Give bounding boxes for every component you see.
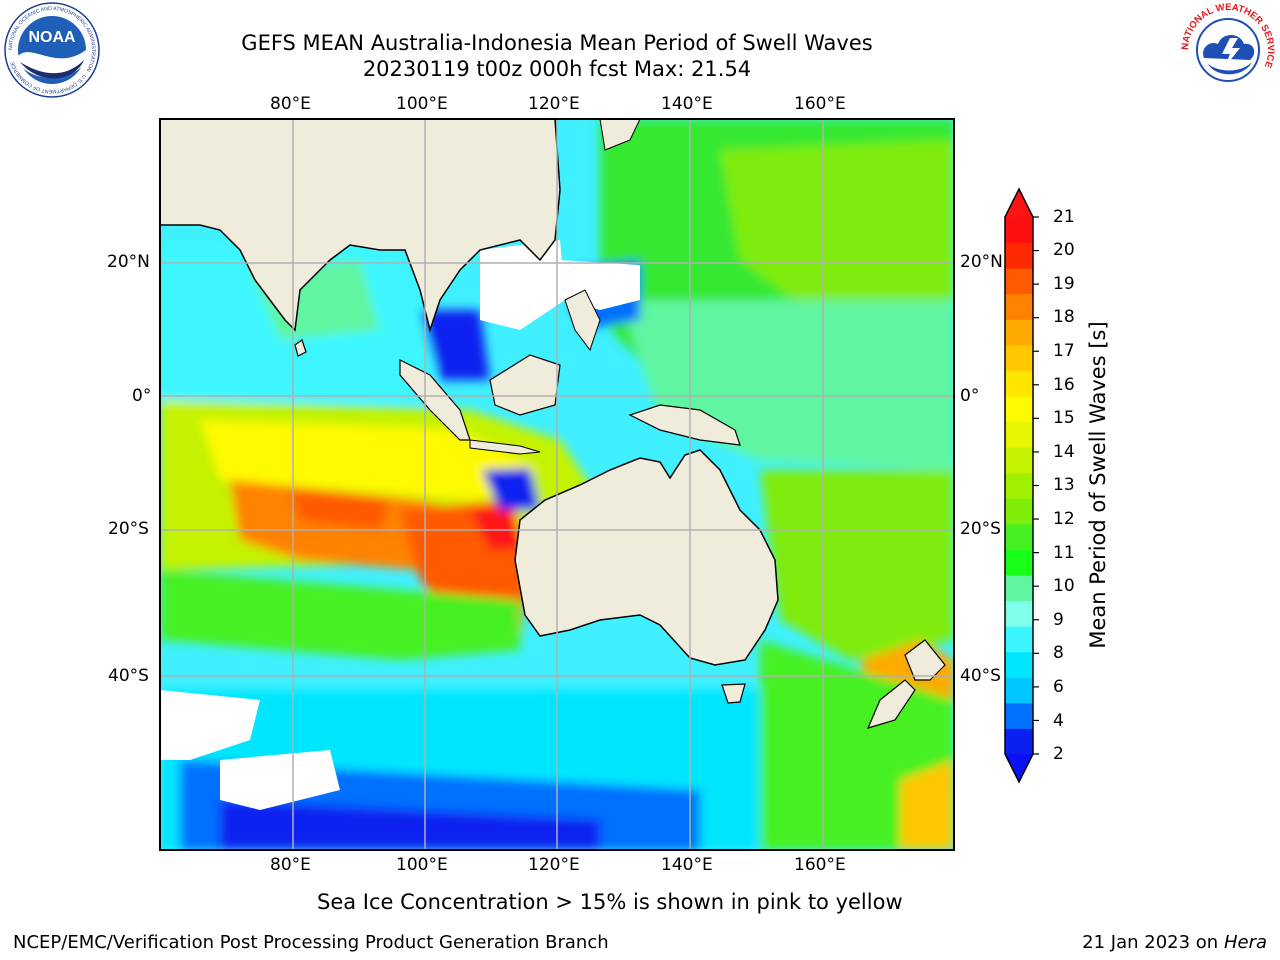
colorbar-label: 20 — [1053, 240, 1075, 260]
colorbar-swatch — [1005, 447, 1033, 474]
colorbar-label: 6 — [1053, 677, 1064, 697]
chart-title: GEFS MEAN Australia-Indonesia Mean Perio… — [241, 31, 873, 55]
footer-host: Hera — [1223, 932, 1267, 953]
colorbar-label: 12 — [1053, 509, 1075, 529]
colorbar-label: 18 — [1053, 307, 1075, 327]
land-sumatra — [399, 359, 471, 441]
sea-ice-note: Sea Ice Concentration > 15% is shown in … — [317, 890, 903, 914]
colorbar-label: 2 — [1053, 744, 1064, 764]
colorbar-title: Mean Period of Swell Waves [s] — [1086, 321, 1110, 649]
land-japan — [599, 119, 641, 151]
colorbar-label: 11 — [1053, 543, 1075, 563]
lon-tick-bottom: 100°E — [396, 855, 448, 875]
noaa-logo-text: NOAA — [28, 29, 76, 46]
colorbar-swatch — [1005, 523, 1033, 550]
colorbar-swatch — [1005, 421, 1033, 448]
colorbar-swatch — [1005, 626, 1033, 653]
lon-tick-bottom: 120°E — [528, 855, 580, 875]
lat-tick-left: 20°S — [108, 519, 149, 539]
colorbar-swatch — [1005, 268, 1033, 295]
nws-logo: NATIONAL WEATHER SERVICE — [1180, 2, 1276, 97]
lon-tick-bottom: 160°E — [794, 855, 846, 875]
lon-tick-bottom: 80°E — [270, 855, 311, 875]
colorbar-label: 17 — [1053, 341, 1075, 361]
land-sri-lanka — [294, 339, 307, 357]
footer-credit: NCEP/EMC/Verification Post Processing Pr… — [13, 932, 609, 953]
colorbar-label: 15 — [1053, 408, 1075, 428]
lon-tick-top: 120°E — [528, 94, 580, 114]
land-tasmania — [721, 683, 746, 704]
colorbar-swatch — [1005, 370, 1033, 397]
colorbar-swatch — [1005, 498, 1033, 525]
land-asia — [160, 119, 561, 333]
lat-tick-right: 40°S — [960, 666, 1001, 686]
lat-tick-right: 20°N — [960, 252, 1003, 272]
land-new-guinea — [628, 404, 741, 446]
land-australia — [514, 449, 779, 666]
lon-tick-top: 140°E — [661, 94, 713, 114]
lon-tick-top: 100°E — [396, 94, 448, 114]
lat-tick-right: 0° — [960, 386, 980, 406]
colorbar-swatch — [1005, 319, 1033, 346]
colorbar-swatch — [1005, 344, 1033, 371]
colorbar-swatch — [1005, 702, 1033, 729]
lon-tick-top: 80°E — [270, 94, 311, 114]
colorbar-label: 10 — [1053, 576, 1075, 596]
colorbar-label: 8 — [1053, 643, 1064, 663]
colorbar-swatch — [1005, 217, 1033, 244]
colorbar-swatch — [1005, 575, 1033, 602]
lon-tick-top: 160°E — [794, 94, 846, 114]
lat-tick-left: 20°N — [107, 252, 150, 272]
footer-date: 21 Jan 2023 on Hera — [1082, 932, 1267, 953]
colorbar-swatch — [1005, 396, 1033, 423]
colorbar-label: 13 — [1053, 475, 1075, 495]
colorbar-swatch — [1005, 472, 1033, 499]
colorbar-label: 14 — [1053, 442, 1075, 462]
graticule — [160, 119, 954, 850]
colorbar-extend-min — [1005, 754, 1033, 782]
lat-tick-left: 40°S — [108, 666, 149, 686]
colorbar-extend-max — [1005, 189, 1033, 217]
lon-tick-bottom: 140°E — [661, 855, 713, 875]
colorbar-swatch — [1005, 600, 1033, 627]
land-borneo — [489, 354, 561, 416]
noaa-logo: NOAA NATIONAL OCEANIC AND ATMOSPHERIC AD… — [4, 2, 100, 98]
lat-tick-right: 20°S — [960, 519, 1001, 539]
colorbar-swatch — [1005, 242, 1033, 269]
colorbar-label: 21 — [1053, 207, 1075, 227]
colorbar-swatch — [1005, 677, 1033, 704]
land-java — [469, 439, 541, 455]
land-philippines — [564, 289, 601, 352]
colorbar-swatch — [1005, 651, 1033, 678]
colorbar-label: 9 — [1053, 610, 1064, 630]
map-frame — [159, 118, 955, 851]
colorbar-label: 4 — [1053, 711, 1064, 731]
colorbar-swatch — [1005, 728, 1033, 755]
ice-mask-southwest — [160, 690, 260, 760]
colorbar-swatch — [1005, 549, 1033, 576]
ice-mask-south — [220, 750, 340, 810]
map-panel — [160, 119, 954, 850]
colorbar-label: 19 — [1053, 274, 1075, 294]
colorbar-label: 16 — [1053, 375, 1075, 395]
lat-tick-left: 0° — [132, 386, 152, 406]
colorbar-swatch — [1005, 293, 1033, 320]
chart-subtitle: 20230119 t00z 000h fcst Max: 21.54 — [362, 57, 752, 81]
land-nz-south — [866, 679, 916, 729]
colorbar — [1004, 187, 1039, 784]
footer-date-text: 21 Jan 2023 on — [1082, 932, 1219, 953]
